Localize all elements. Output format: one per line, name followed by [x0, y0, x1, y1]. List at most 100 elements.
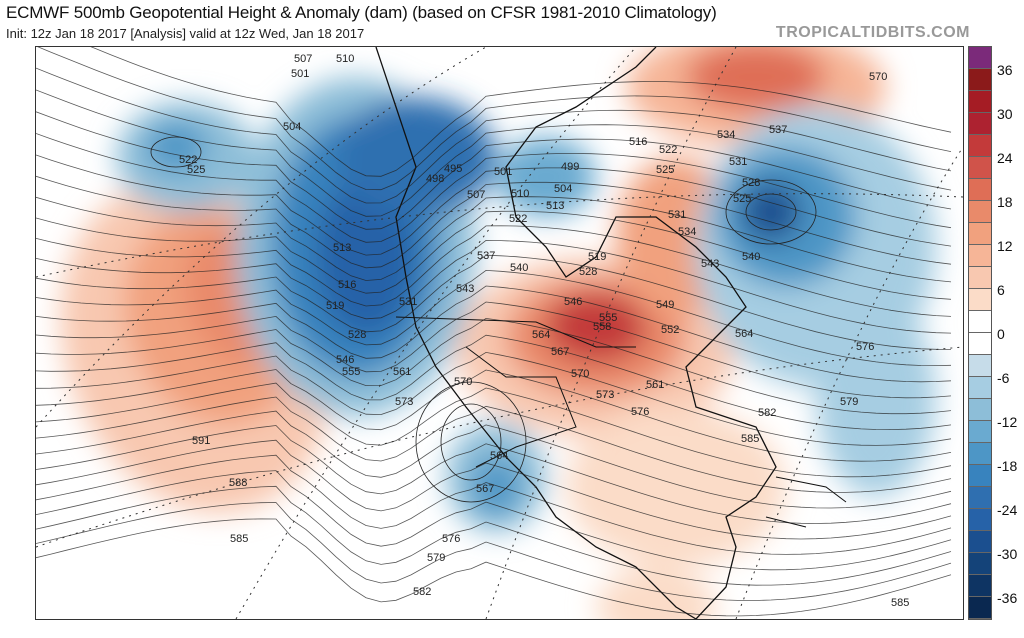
- contour-label: 528: [579, 266, 597, 278]
- contour-label: 585: [891, 597, 909, 609]
- colorbar-tick-label: -24: [997, 502, 1018, 518]
- colorbar-segment: [969, 223, 991, 245]
- height-contour: [36, 425, 952, 524]
- closed-contour: [745, 193, 797, 231]
- colorbar-segment: [969, 333, 991, 355]
- map-title: ECMWF 500mb Geopotential Height & Anomal…: [6, 3, 717, 22]
- contour-label: 537: [769, 124, 787, 136]
- closed-contour: [440, 403, 502, 481]
- colorbar-tick-label: -36: [997, 590, 1018, 606]
- colorbar-segment: [969, 421, 991, 443]
- colorbar-segment: [969, 465, 991, 487]
- contour-label: 561: [646, 379, 664, 391]
- colorbar-segment: [969, 597, 991, 619]
- height-contour: [36, 254, 952, 350]
- anomaly-region: [316, 177, 416, 337]
- anomaly-region: [146, 122, 206, 172]
- colorbar-segment: [969, 201, 991, 223]
- contour-label: 567: [476, 483, 494, 495]
- colorbar-segment: [969, 289, 991, 311]
- contour-label: 534: [678, 226, 696, 238]
- contour-label: 552: [661, 324, 679, 336]
- colorbar-tick-label: 18: [997, 194, 1013, 210]
- colorbar-tick-label: -18: [997, 458, 1018, 474]
- contour-label: 564: [532, 329, 550, 341]
- colorbar-segment: [969, 91, 991, 113]
- colorbar-segment: [969, 267, 991, 289]
- height-contour: [36, 351, 952, 446]
- contour-label: 582: [413, 586, 431, 598]
- lat-lon-grid: [36, 47, 963, 619]
- closed-contour: [415, 381, 527, 503]
- contour-label: 558: [593, 321, 611, 333]
- contour-label: 570: [571, 368, 589, 380]
- contour-label: 513: [546, 200, 564, 212]
- contour-label: 504: [283, 121, 301, 133]
- anomaly-region: [336, 97, 496, 217]
- height-contour: [36, 269, 952, 367]
- height-contours: [36, 47, 952, 617]
- colorbar-segment: [969, 531, 991, 553]
- contour-label: 528: [742, 177, 760, 189]
- contour-label: 531: [399, 296, 417, 308]
- contour-label: 507: [294, 53, 312, 65]
- contour-label: 522: [659, 144, 677, 156]
- colorbar-tick-label: 30: [997, 106, 1013, 122]
- contour-label: 528: [348, 329, 366, 341]
- height-contour: [36, 239, 952, 334]
- contour-label: 540: [742, 251, 760, 263]
- colorbar-tick-label: -30: [997, 546, 1018, 562]
- contour-label: 576: [631, 406, 649, 418]
- colorbar-tick-label: -6: [997, 370, 1010, 386]
- colorbar-segment: [969, 135, 991, 157]
- grid-line: [36, 193, 963, 278]
- colorbar-tick-label: 12: [997, 238, 1013, 254]
- contour-label: 498: [426, 173, 444, 185]
- height-contour: [36, 502, 952, 601]
- colorbar-segment: [969, 553, 991, 575]
- height-contour: [36, 67, 952, 204]
- contour-label: 525: [733, 193, 751, 205]
- height-contour: [36, 210, 952, 300]
- contour-label: 579: [427, 552, 445, 564]
- colorbar-segment: [969, 443, 991, 465]
- contour-label: 573: [596, 389, 614, 401]
- height-contour: [36, 454, 952, 555]
- colorbar: [968, 46, 992, 620]
- contour-label: 570: [454, 376, 472, 388]
- contour-label: 555: [599, 312, 617, 324]
- contour-label: 555: [342, 366, 360, 378]
- height-contour: [90, 47, 952, 177]
- contour-label: 564: [490, 450, 508, 462]
- contour-label: 564: [735, 328, 753, 340]
- colorbar-tick-label: 36: [997, 62, 1013, 78]
- grid-line: [36, 346, 963, 548]
- height-contour: [36, 518, 952, 617]
- colorbar-segment: [969, 245, 991, 267]
- height-contour: [36, 439, 952, 540]
- height-contour: [36, 485, 952, 586]
- contour-label: 510: [336, 53, 354, 65]
- contour-label: 534: [717, 129, 735, 141]
- anomaly-region: [471, 457, 521, 517]
- map-subtitle: Init: 12z Jan 18 2017 [Analysis] valid a…: [6, 26, 365, 41]
- height-contour: [36, 470, 952, 571]
- colorbar-tick-label: -12: [997, 414, 1018, 430]
- contour-label: 549: [656, 299, 674, 311]
- contour-label: 546: [564, 296, 582, 308]
- height-contour: [36, 196, 952, 283]
- colorbar-tick-label: 6: [997, 282, 1005, 298]
- contour-label: 543: [456, 283, 474, 295]
- contour-label: 540: [510, 262, 528, 274]
- colorbar-segment: [969, 355, 991, 377]
- colorbar-segment: [969, 47, 991, 69]
- contour-label: 582: [758, 407, 776, 419]
- anomaly-region: [566, 407, 786, 567]
- height-contour: [36, 382, 952, 478]
- contour-label: 522: [179, 154, 197, 166]
- contour-label: 588: [229, 477, 247, 489]
- contour-label: 519: [326, 300, 344, 312]
- height-contour: [36, 285, 952, 383]
- colorbar-segment: [969, 487, 991, 509]
